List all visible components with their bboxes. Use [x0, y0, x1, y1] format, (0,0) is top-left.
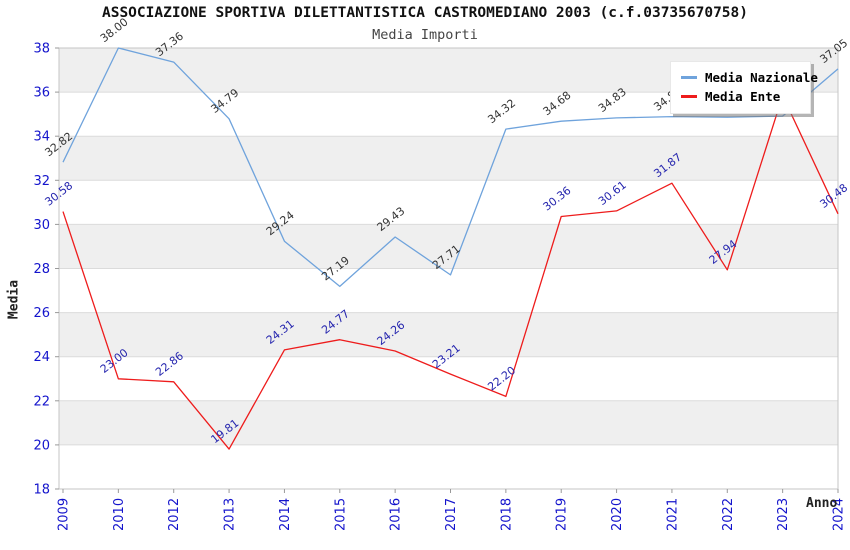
grid-band: [59, 400, 838, 445]
x-tick-label: 2022: [721, 498, 736, 531]
y-tick-label: 38: [33, 42, 50, 57]
point-label: 38.00: [98, 15, 131, 45]
series-line-media-ente: [62, 94, 839, 450]
x-tick-label: 2013: [223, 498, 238, 531]
x-axis-label: Anno: [806, 496, 838, 511]
grid-band: [59, 224, 838, 269]
chart-title: ASSOCIAZIONE SPORTIVA DILETTANTISTICA CA…: [101, 5, 748, 21]
x-tick-label: 2021: [665, 498, 680, 531]
x-tick-label: 2017: [444, 498, 459, 531]
y-tick-label: 32: [33, 174, 50, 189]
x-tick-label: 2018: [499, 498, 514, 531]
y-axis-label: Media: [6, 279, 22, 320]
y-tick-label: 22: [33, 394, 50, 409]
y-tick-label: 28: [33, 262, 50, 277]
media-ente-line-swatch: [681, 95, 697, 98]
x-tick-label: 2024: [832, 498, 847, 531]
chart-subtitle: Media Importi: [372, 27, 478, 43]
x-tick-label: 2010: [112, 498, 127, 531]
y-tick-label: 34: [33, 130, 50, 145]
x-tick-label: 2019: [555, 498, 570, 531]
y-tick-label: 24: [33, 350, 50, 365]
y-tick-label: 26: [33, 306, 50, 321]
legend: Media Nazionale Media Ente: [670, 61, 818, 114]
legend-label: Media Nazionale: [705, 70, 818, 85]
series-line-media-nazionale: [62, 47, 839, 288]
x-tick-label: 2016: [389, 498, 404, 531]
x-tick-label: 2023: [776, 498, 791, 531]
y-tick-label: 20: [33, 438, 50, 453]
x-tick-label: 2015: [333, 498, 348, 531]
y-tick-label: 30: [33, 218, 50, 233]
x-tick-label: 2014: [278, 498, 293, 531]
x-tick-label: 2009: [57, 498, 72, 531]
legend-label: Media Ente: [705, 89, 781, 104]
legend-entry-media-nazionale: Media Nazionale: [681, 68, 818, 87]
legend-entry-media-ente: Media Ente: [681, 87, 802, 106]
x-tick-label: 2012: [167, 498, 182, 531]
grid-band: [59, 312, 838, 357]
y-tick-label: 18: [33, 483, 50, 498]
grid-band: [59, 136, 838, 181]
x-tick-label: 2020: [610, 498, 625, 531]
media-nazionale-line-swatch: [681, 76, 697, 79]
y-tick-label: 36: [33, 86, 50, 101]
